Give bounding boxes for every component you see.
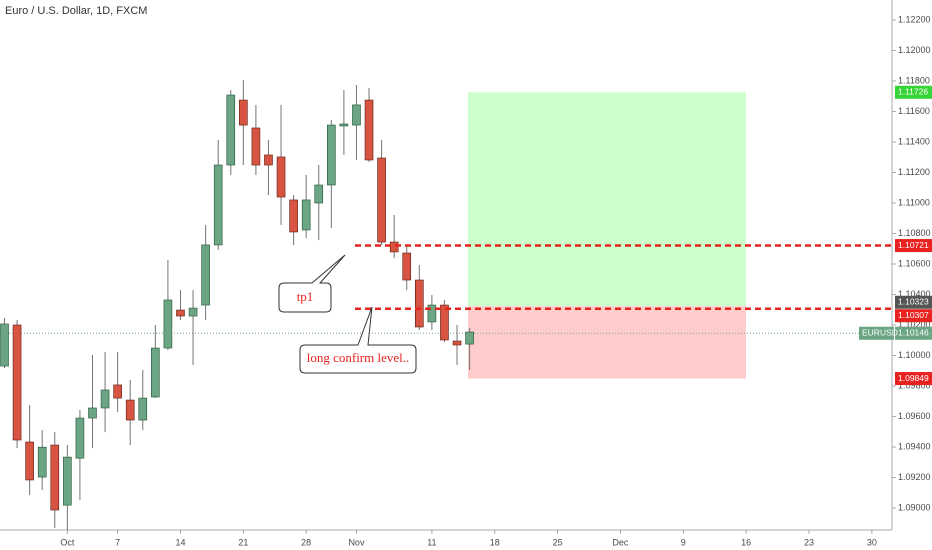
candle-body <box>452 340 462 346</box>
y-tick-label: 1.10600 <box>898 258 931 268</box>
y-tick-label: 1.11000 <box>898 197 930 207</box>
y-tick-label: 1.11800 <box>898 75 930 85</box>
price-tag <box>895 309 932 323</box>
annotations: tp1 long confirm level.. <box>278 254 417 374</box>
candle-body <box>213 164 223 246</box>
candle-body <box>440 304 449 341</box>
y-tick-label: 1.09000 <box>898 502 931 512</box>
y-tick-label: 1.11200 <box>898 167 930 177</box>
y-tick-label: 1.09200 <box>898 472 931 482</box>
price-tag <box>895 326 932 340</box>
candle-body <box>113 384 122 399</box>
x-tick-label: 9 <box>681 537 686 547</box>
candle-body <box>352 104 361 126</box>
price-tag-label: 1.10323 <box>898 297 929 307</box>
y-tick-label: 1.09800 <box>898 380 931 390</box>
x-tick-label: 23 <box>804 537 814 547</box>
price-tag-label: 1.10146 <box>898 328 929 338</box>
candle-body <box>289 199 298 233</box>
annotation: long confirm level.. <box>307 350 410 365</box>
zones <box>0 92 892 379</box>
callout-box <box>278 254 346 313</box>
candle-body <box>415 279 424 328</box>
candle-body <box>0 323 9 367</box>
x-tick-label: 14 <box>175 537 185 547</box>
candle-body <box>151 347 160 398</box>
candle-body <box>377 157 386 243</box>
candle-body <box>301 199 311 231</box>
x-tick-label: 16 <box>741 537 751 547</box>
x-tick-label: Dec <box>612 537 629 547</box>
x-tick-label: 30 <box>867 537 877 547</box>
candle-body <box>314 184 324 204</box>
y-tick-label: 1.11400 <box>898 136 930 146</box>
y-tick-label: 1.11600 <box>898 106 930 116</box>
candle-body <box>226 94 236 166</box>
candle-body <box>50 444 60 511</box>
x-tick-label: 25 <box>553 537 563 547</box>
candle-body <box>100 389 110 409</box>
candle-body <box>188 307 198 317</box>
candle-body <box>389 241 399 253</box>
candle-body <box>251 127 261 166</box>
x-tick-label: Nov <box>348 537 365 547</box>
annotation: tp1 <box>297 289 314 304</box>
candle-body <box>37 446 47 478</box>
price-tag-label: 1.10721 <box>898 240 929 250</box>
target-zone <box>468 92 746 307</box>
candles <box>0 80 474 530</box>
candle-body <box>201 244 210 306</box>
candle-body <box>276 156 286 198</box>
y-tick-label: 1.10000 <box>898 350 931 360</box>
price-tag <box>895 85 932 99</box>
chart-title: Euro / U.S. Dollar, 1D, FXCM <box>5 5 147 17</box>
y-tick-label: 1.10200 <box>898 319 931 329</box>
candle-body <box>339 123 349 127</box>
y-tick-label: 1.10400 <box>898 289 931 299</box>
candle-body <box>327 124 336 186</box>
x-tick-label: Oct <box>60 537 75 547</box>
y-tick-label: 1.12200 <box>898 14 931 24</box>
price-tag-label: 1.11726 <box>898 87 928 97</box>
price-tag-label: 1.09849 <box>898 373 929 383</box>
price-tag <box>895 372 932 386</box>
candle-body <box>125 399 135 421</box>
x-tick-label: 7 <box>115 537 120 547</box>
axes: 1.09000 1.09200 1.09400 1.09600 1.09800 1.100… <box>60 14 932 547</box>
candle-body <box>88 407 97 419</box>
y-tick-label: 1.12000 <box>898 45 931 55</box>
candle-body <box>75 417 85 459</box>
candle-body <box>12 324 22 441</box>
candle-body <box>25 441 34 481</box>
candle-body <box>402 252 412 281</box>
candle-body <box>163 299 173 349</box>
x-tick-label: 18 <box>490 537 500 547</box>
symbol-tag-label: EURUSD <box>862 328 898 338</box>
symbol-tag <box>859 326 894 340</box>
y-tick-label: 1.10800 <box>898 228 931 238</box>
x-tick-label: 28 <box>301 537 311 547</box>
candle-body <box>427 304 437 323</box>
x-tick-label: 21 <box>238 537 248 547</box>
candle-body <box>138 397 148 421</box>
candle-body <box>176 309 185 317</box>
y-tick-label: 1.09400 <box>898 441 931 451</box>
candle-body <box>364 99 374 161</box>
y-tick-label: 1.09600 <box>898 411 931 421</box>
stop-zone <box>468 306 746 379</box>
candle-body <box>264 154 273 166</box>
callout-box <box>299 306 417 374</box>
price-tag-label: 1.10307 <box>898 310 929 320</box>
x-tick-label: 11 <box>427 537 436 547</box>
price-tag <box>895 295 932 309</box>
candle-body <box>239 99 248 126</box>
candle-body <box>465 331 474 345</box>
candle-body <box>63 456 72 506</box>
price-tag <box>895 239 932 253</box>
